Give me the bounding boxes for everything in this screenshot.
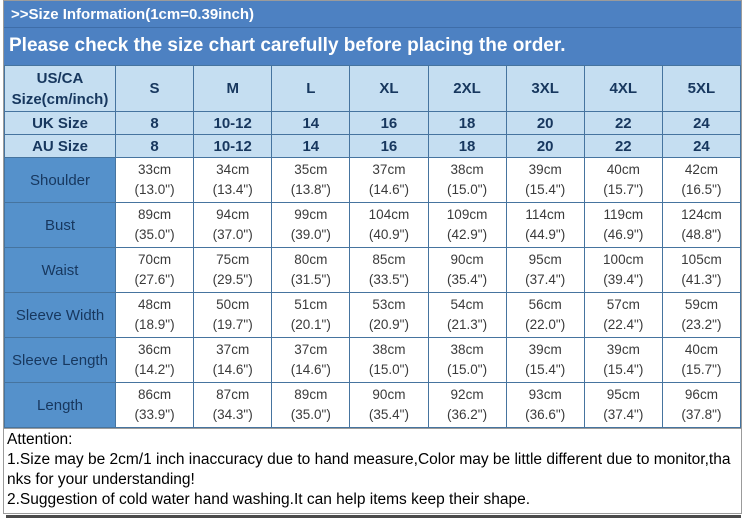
uk-size-value: 14: [271, 111, 351, 135]
banner: >>Size Information(1cm=0.39inch) Please …: [4, 1, 741, 65]
au-size-value: 8: [114, 134, 195, 158]
bust-value: 104cm (40.9"): [349, 202, 429, 248]
size-information-title: >>Size Information(1cm=0.39inch): [4, 1, 741, 28]
au-size-value: 10-12: [193, 134, 273, 158]
bust-value: 109cm (42.9"): [427, 202, 507, 248]
bust-row: Bust 89cm (35.0") 94cm (37.0") 99cm (39.…: [4, 202, 742, 248]
shoulder-value: 39cm (15.4"): [505, 157, 585, 203]
waist-value: 75cm (29.5"): [193, 247, 273, 293]
size-column-header: S: [114, 65, 195, 112]
sleeve-length-value: 37cm (14.6"): [271, 337, 351, 383]
sleeve-length-value: 36cm (14.2"): [114, 337, 195, 383]
waist-value: 90cm (35.4"): [427, 247, 507, 293]
waist-value: 70cm (27.6"): [114, 247, 195, 293]
uk-size-label: UK Size: [4, 111, 116, 135]
bust-label: Bust: [4, 202, 116, 248]
bust-value: 94cm (37.0"): [193, 202, 273, 248]
shoulder-row: Shoulder 33cm (13.0") 34cm (13.4") 35cm …: [4, 157, 742, 203]
shoulder-value: 40cm (15.7"): [583, 157, 663, 203]
length-label: Length: [4, 382, 116, 428]
sleeve-length-value: 40cm (15.7"): [661, 337, 742, 383]
waist-value: 105cm (41.3"): [661, 247, 742, 293]
uk-size-value: 8: [114, 111, 195, 135]
bust-value: 114cm (44.9"): [505, 202, 585, 248]
uk-size-row: UK Size 8 10-12 14 16 18 20 22 24: [4, 111, 742, 135]
uk-size-value: 10-12: [193, 111, 273, 135]
sleeve-length-label: Sleeve Length: [4, 337, 116, 383]
au-size-value: 16: [349, 134, 429, 158]
sleeve-length-value: 39cm (15.4"): [505, 337, 585, 383]
length-value: 93cm (36.6"): [505, 382, 585, 428]
sleeve-length-value: 38cm (15.0"): [427, 337, 507, 383]
waist-value: 80cm (31.5"): [271, 247, 351, 293]
shoulder-value: 42cm (16.5"): [661, 157, 742, 203]
sleeve-width-value: 57cm (22.4"): [583, 292, 663, 338]
length-value: 87cm (34.3"): [193, 382, 273, 428]
length-value: 90cm (35.4"): [349, 382, 429, 428]
shoulder-value: 37cm (14.6"): [349, 157, 429, 203]
attention-heading: Attention:: [7, 431, 73, 448]
size-column-header: 2XL: [427, 65, 507, 112]
length-value: 95cm (37.4"): [583, 382, 663, 428]
uk-size-value: 20: [505, 111, 585, 135]
uk-size-value: 22: [583, 111, 663, 135]
waist-row: Waist 70cm (27.6") 75cm (29.5") 80cm (31…: [4, 247, 742, 293]
sleeve-width-value: 56cm (22.0"): [505, 292, 585, 338]
uk-size-value: 24: [661, 111, 742, 135]
au-size-row: AU Size 8 10-12 14 16 18 20 22 24: [4, 134, 742, 158]
size-chart-table: US/CA Size(cm/inch) S M L XL 2XL 3XL 4XL…: [4, 65, 742, 428]
sleeve-length-value: 39cm (15.4"): [583, 337, 663, 383]
size-column-header: M: [193, 65, 273, 112]
size-column-header: 5XL: [661, 65, 742, 112]
sleeve-width-value: 53cm (20.9"): [349, 292, 429, 338]
length-row: Length 86cm (33.9") 87cm (34.3") 89cm (3…: [4, 382, 742, 428]
waist-value: 95cm (37.4"): [505, 247, 585, 293]
sleeve-width-value: 48cm (18.9"): [114, 292, 195, 338]
waist-value: 100cm (39.4"): [583, 247, 663, 293]
sleeve-length-row: Sleeve Length 36cm (14.2") 37cm (14.6") …: [4, 337, 742, 383]
size-column-header: L: [271, 65, 351, 112]
sleeve-width-value: 50cm (19.7"): [193, 292, 273, 338]
size-chart-warning: Please check the size chart carefully be…: [9, 35, 566, 56]
size-chart-panel: >>Size Information(1cm=0.39inch) Please …: [3, 0, 742, 514]
bust-value: 119cm (46.9"): [583, 202, 663, 248]
bust-value: 89cm (35.0"): [114, 202, 195, 248]
uk-size-value: 16: [349, 111, 429, 135]
attention-notes: Attention: 1.Size may be 2cm/1 inch inac…: [4, 428, 741, 513]
length-value: 89cm (35.0"): [271, 382, 351, 428]
bust-value: 99cm (39.0"): [271, 202, 351, 248]
au-size-label: AU Size: [4, 134, 116, 158]
shoulder-label: Shoulder: [4, 157, 116, 203]
shoulder-value: 34cm (13.4"): [193, 157, 273, 203]
size-column-header: 4XL: [583, 65, 663, 112]
sleeve-length-value: 37cm (14.6"): [193, 337, 273, 383]
sleeve-width-label: Sleeve Width: [4, 292, 116, 338]
size-column-header: XL: [349, 65, 429, 112]
attention-note-1: 1.Size may be 2cm/1 inch inaccuracy due …: [7, 451, 731, 488]
au-size-value: 24: [661, 134, 742, 158]
au-size-value: 20: [505, 134, 585, 158]
waist-value: 85cm (33.5"): [349, 247, 429, 293]
waist-label: Waist: [4, 247, 116, 293]
length-value: 86cm (33.9"): [114, 382, 195, 428]
shoulder-value: 35cm (13.8"): [271, 157, 351, 203]
attention-note-2: 2.Suggestion of cold water hand washing.…: [7, 491, 531, 508]
length-value: 96cm (37.8"): [661, 382, 742, 428]
au-size-value: 14: [271, 134, 351, 158]
size-column-header: 3XL: [505, 65, 585, 112]
sleeve-width-row: Sleeve Width 48cm (18.9") 50cm (19.7") 5…: [4, 292, 742, 338]
uk-size-value: 18: [427, 111, 507, 135]
bust-value: 124cm (48.8"): [661, 202, 742, 248]
sleeve-width-value: 51cm (20.1"): [271, 292, 351, 338]
us-ca-size-header: US/CA Size(cm/inch): [4, 65, 116, 112]
shoulder-value: 33cm (13.0"): [114, 157, 195, 203]
sleeve-length-value: 38cm (15.0"): [349, 337, 429, 383]
table-header-row: US/CA Size(cm/inch) S M L XL 2XL 3XL 4XL…: [4, 65, 742, 112]
sleeve-width-value: 54cm (21.3"): [427, 292, 507, 338]
au-size-value: 22: [583, 134, 663, 158]
length-value: 92cm (36.2"): [427, 382, 507, 428]
shoulder-value: 38cm (15.0"): [427, 157, 507, 203]
au-size-value: 18: [427, 134, 507, 158]
sleeve-width-value: 59cm (23.2"): [661, 292, 742, 338]
